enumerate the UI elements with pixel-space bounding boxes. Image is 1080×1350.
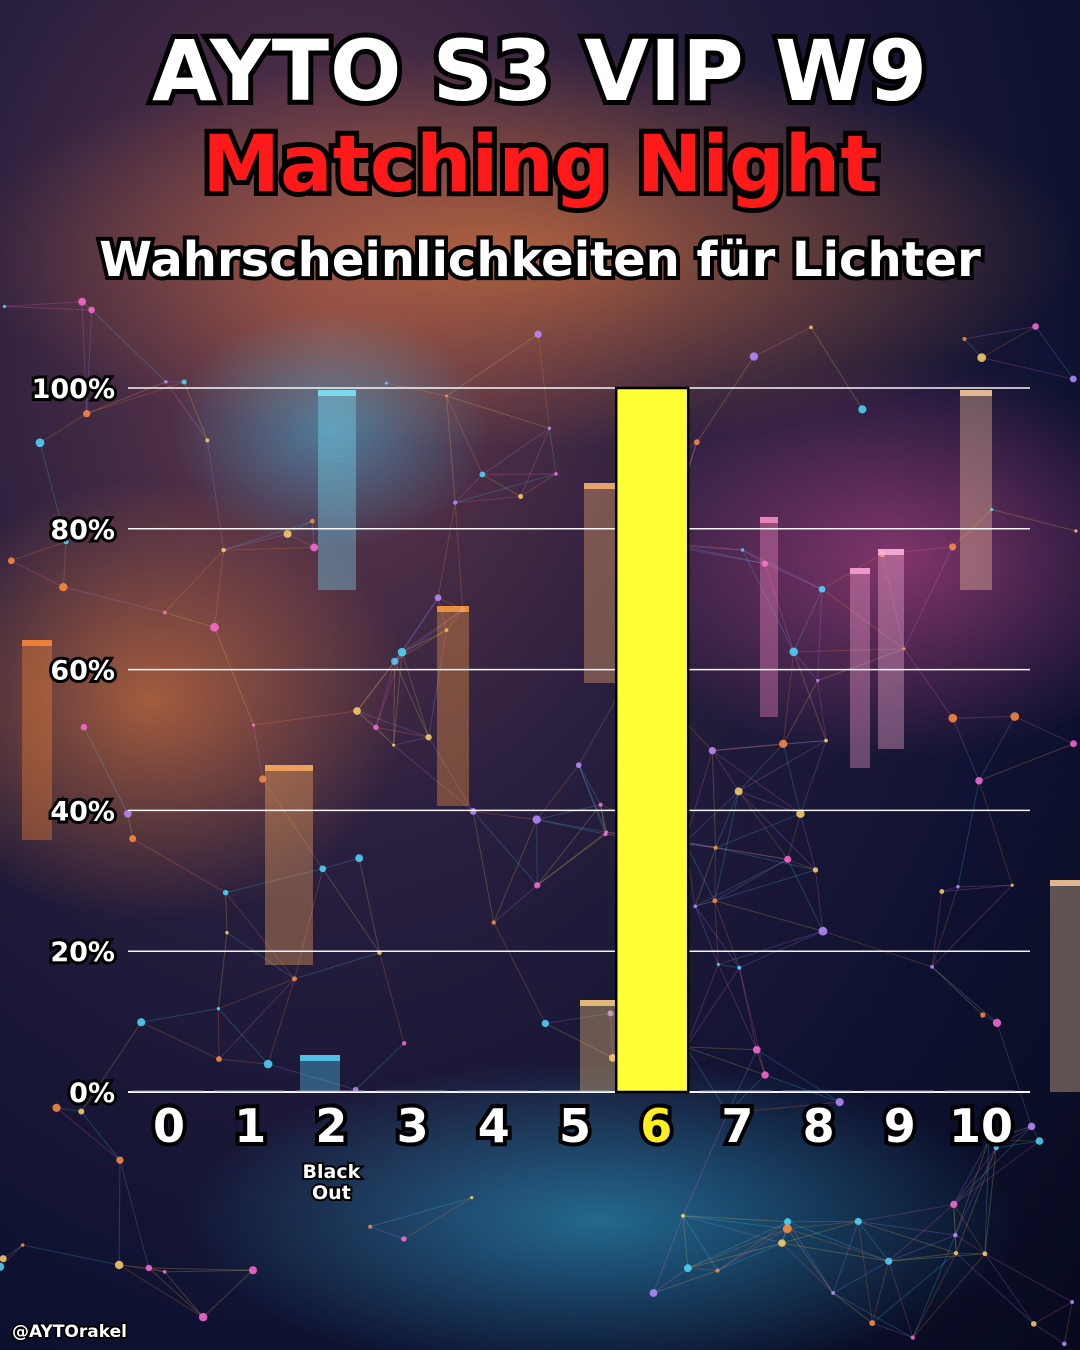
bar-8 xyxy=(782,1090,853,1092)
x-tick-label: 9 xyxy=(884,1099,916,1153)
y-tick-label: 100% xyxy=(32,374,115,405)
bar-10 xyxy=(945,1090,1015,1092)
y-tick-label: 60% xyxy=(50,656,115,687)
x-tick-label: 8 xyxy=(803,1099,835,1153)
y-axis-ticks: 0% 20% 40% 60% 80% 100% xyxy=(29,371,118,1112)
bar-7 xyxy=(701,1090,772,1092)
bar-0 xyxy=(133,1090,203,1092)
x-tick-label: 1 xyxy=(234,1099,266,1153)
y-tick-label: 0% xyxy=(69,1078,115,1109)
x-tick-label: 0 xyxy=(153,1099,185,1153)
x-tick-label: 5 xyxy=(559,1099,591,1153)
bar-6 xyxy=(614,386,690,1094)
bars xyxy=(133,386,1015,1094)
bar-1 xyxy=(214,1090,285,1092)
bar-4 xyxy=(457,1090,528,1092)
author-handle: @AYTOrakel xyxy=(11,1321,129,1344)
x-tick-label: 2 xyxy=(315,1099,347,1153)
bar-9 xyxy=(863,1090,934,1092)
bar-3 xyxy=(376,1090,447,1092)
page-subtitle: Matching Night xyxy=(197,115,882,215)
chart-caption: Wahrscheinlichkeiten für Lichter xyxy=(95,228,985,292)
y-tick-label: 80% xyxy=(50,515,115,546)
y-tick-label: 40% xyxy=(50,796,115,827)
x-tick-label: 7 xyxy=(721,1099,753,1153)
page-title: AYTO S3 VIP W9 xyxy=(147,17,932,125)
bar-5 xyxy=(539,1090,609,1092)
x-tick-label: 6 xyxy=(640,1099,672,1153)
y-tick-label: 20% xyxy=(50,937,115,968)
x-tick-label: 10 xyxy=(949,1099,1013,1153)
grid-lines xyxy=(128,387,1030,1093)
x-tick-label: 4 xyxy=(478,1099,510,1153)
x-tick-note: Out xyxy=(312,1182,351,1204)
x-tick-note: Black xyxy=(303,1161,361,1183)
bar-2 xyxy=(295,1090,366,1092)
x-tick-label: 3 xyxy=(397,1099,429,1153)
